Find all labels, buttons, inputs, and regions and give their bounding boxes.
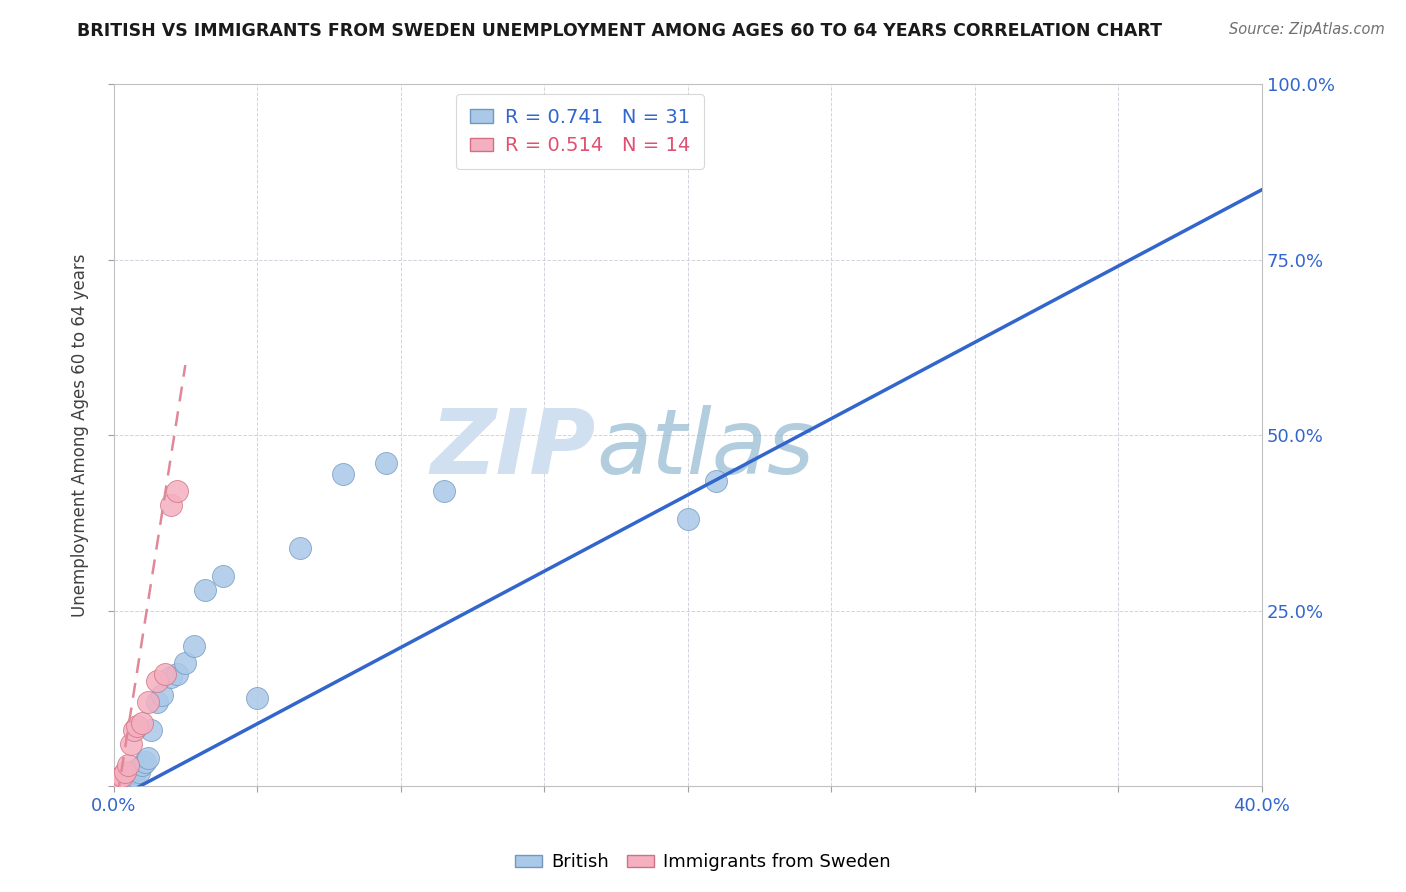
Point <box>111 771 134 785</box>
Point <box>246 691 269 706</box>
Point <box>136 751 159 765</box>
Point <box>105 775 128 789</box>
Point <box>155 666 177 681</box>
Point <box>174 657 197 671</box>
Point <box>114 765 136 780</box>
Point <box>160 670 183 684</box>
Point <box>433 484 456 499</box>
Point <box>332 467 354 481</box>
Legend: R = 0.741   N = 31, R = 0.514   N = 14: R = 0.741 N = 31, R = 0.514 N = 14 <box>457 95 704 169</box>
Point <box>136 695 159 709</box>
Text: BRITISH VS IMMIGRANTS FROM SWEDEN UNEMPLOYMENT AMONG AGES 60 TO 64 YEARS CORRELA: BRITISH VS IMMIGRANTS FROM SWEDEN UNEMPL… <box>77 22 1163 40</box>
Point <box>117 771 139 785</box>
Point <box>114 769 136 783</box>
Text: ZIP: ZIP <box>430 405 596 493</box>
Point <box>134 755 156 769</box>
Point <box>160 499 183 513</box>
Point <box>122 723 145 737</box>
Point <box>194 582 217 597</box>
Point <box>139 723 162 737</box>
Y-axis label: Unemployment Among Ages 60 to 64 years: Unemployment Among Ages 60 to 64 years <box>72 253 89 617</box>
Point <box>145 673 167 688</box>
Point <box>211 568 233 582</box>
Point <box>288 541 311 555</box>
Point <box>117 758 139 772</box>
Text: atlas: atlas <box>596 405 814 493</box>
Point <box>108 771 131 785</box>
Point <box>375 456 398 470</box>
Point <box>131 716 153 731</box>
Point <box>150 688 173 702</box>
Point <box>131 758 153 772</box>
Legend: British, Immigrants from Sweden: British, Immigrants from Sweden <box>508 847 898 879</box>
Point <box>166 666 188 681</box>
Point <box>111 772 134 786</box>
Point <box>114 772 136 786</box>
Point <box>183 639 205 653</box>
Point <box>122 769 145 783</box>
Text: Source: ZipAtlas.com: Source: ZipAtlas.com <box>1229 22 1385 37</box>
Point <box>120 765 142 780</box>
Point <box>128 765 150 780</box>
Point <box>676 512 699 526</box>
Point <box>125 719 148 733</box>
Point <box>125 762 148 776</box>
Point <box>166 484 188 499</box>
Point <box>706 474 728 488</box>
Point <box>145 695 167 709</box>
Point <box>117 766 139 780</box>
Point <box>105 772 128 786</box>
Point <box>108 773 131 788</box>
Point <box>120 737 142 751</box>
Point <box>111 769 134 783</box>
